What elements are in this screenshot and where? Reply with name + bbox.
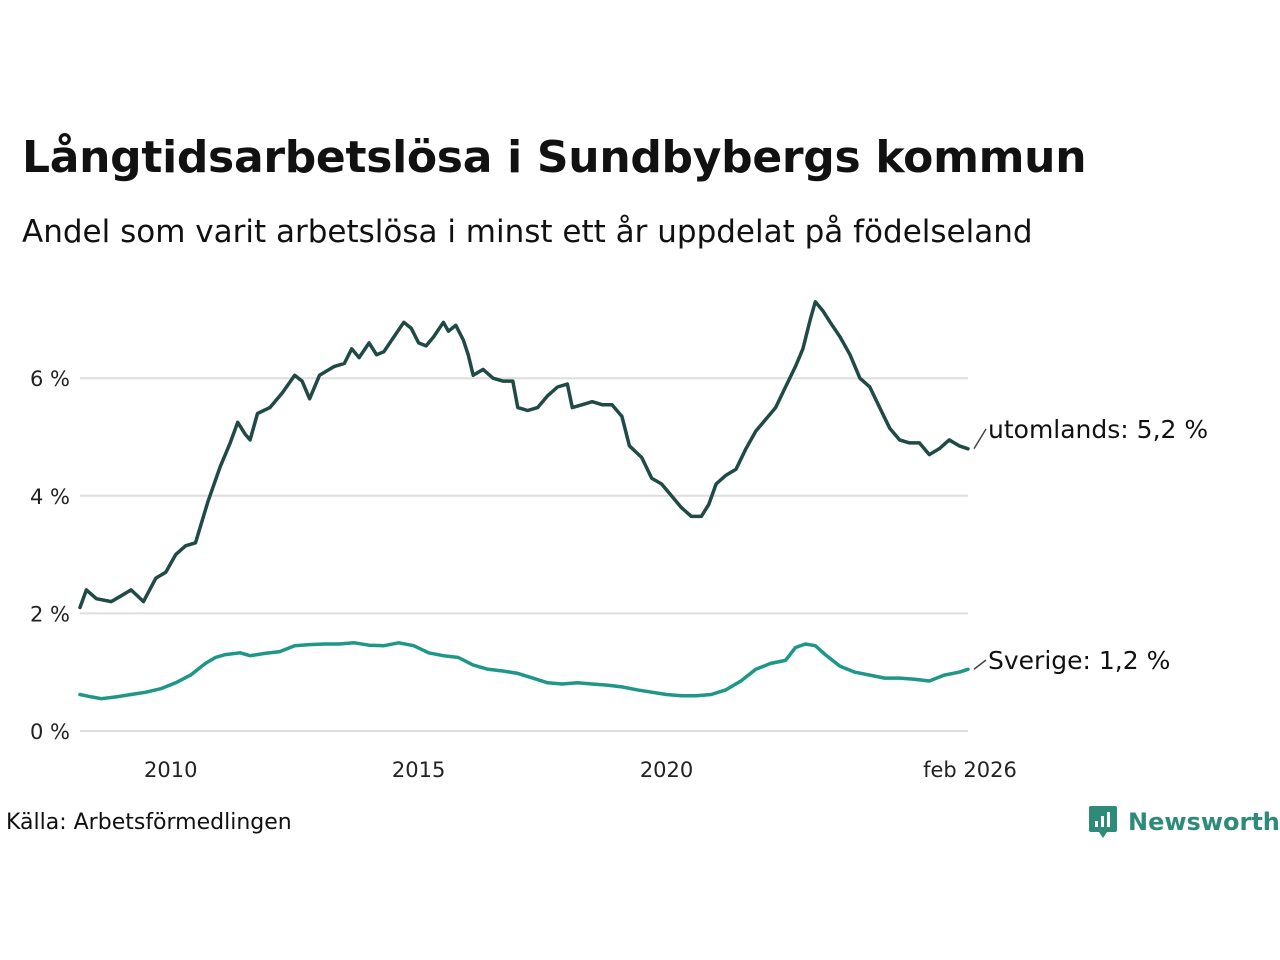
y-tick-label: 6 %	[30, 367, 70, 391]
x-axis-ticks: 2010 2015 2020 feb 2026	[144, 758, 1017, 782]
gridlines	[80, 377, 968, 732]
x-tick-label: 2020	[640, 758, 693, 782]
y-tick-label: 0 %	[30, 720, 70, 744]
y-tick-label: 4 %	[30, 485, 70, 509]
end-label-connector	[973, 659, 987, 670]
y-axis-ticks: 0 % 2 % 4 % 6 %	[30, 367, 70, 744]
x-tick-label: 2015	[392, 758, 445, 782]
end-label-connector	[973, 428, 987, 450]
x-tick-label: feb 2026	[923, 758, 1017, 782]
source-note: Källa: Arbetsförmedlingen	[6, 810, 292, 835]
newsworthy-brand-name: Newsworthy	[1128, 808, 1280, 836]
series-line-sverige	[78, 641, 970, 701]
end-label-utomlands: utomlands: 5,2 %	[988, 415, 1208, 444]
end-labels: utomlands: 5,2 % Sverige: 1,2 %	[973, 415, 1208, 675]
x-tick-label: 2010	[144, 758, 197, 782]
newsworthy-logo: Newsworthy	[1088, 803, 1280, 841]
series-lines	[78, 300, 970, 701]
chart-title: Långtidsarbetslösa i Sundbybergs kommun	[22, 132, 1087, 183]
end-label-sverige: Sverige: 1,2 %	[988, 646, 1170, 675]
series-line-utomlands	[78, 300, 970, 610]
y-tick-label: 2 %	[30, 602, 70, 626]
chart-subtitle: Andel som varit arbetslösa i minst ett å…	[22, 214, 1033, 250]
newsworthy-logo-icon	[1089, 806, 1117, 838]
